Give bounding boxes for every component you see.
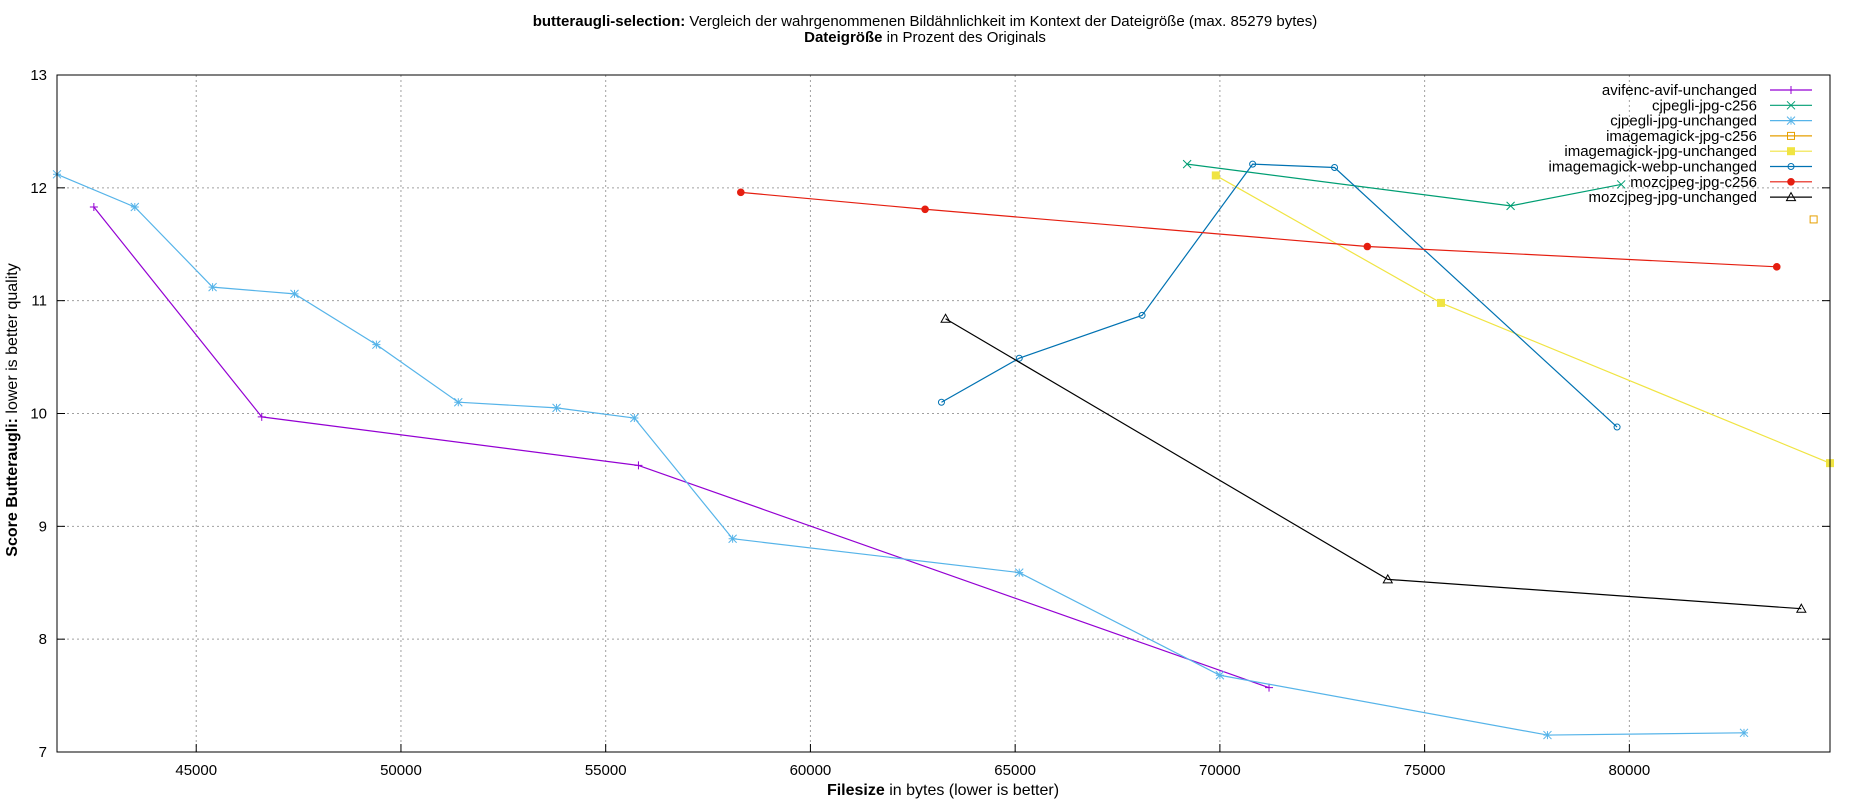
data-point <box>1215 670 1225 680</box>
data-point <box>1772 263 1781 271</box>
data-point <box>1331 164 1339 172</box>
data-point <box>208 282 217 292</box>
data-point <box>1014 568 1024 577</box>
x-tick-label: 80000 <box>1609 762 1651 779</box>
data-point <box>921 205 929 214</box>
legend-marker <box>1785 191 1797 202</box>
y-tick-label: 10 <box>30 406 47 423</box>
legend-label: mozcjpeg-jpg-c256 <box>1630 174 1757 191</box>
data-point <box>1265 683 1274 692</box>
legend-marker <box>1786 116 1796 125</box>
data-point <box>290 289 299 299</box>
data-point <box>130 202 140 212</box>
series-line <box>945 318 1802 610</box>
y-tick-label: 9 <box>39 518 47 535</box>
x-tick-label: 55000 <box>585 762 627 779</box>
data-point <box>1795 603 1807 613</box>
legend-label: avifenc-avif-unchanged <box>1602 82 1757 99</box>
x-axis-label: Filesize in bytes (lower is better) <box>827 782 1059 799</box>
chart-title: butteraugli-selection: Vergleich der wah… <box>533 13 1318 30</box>
series-avifenc-avif-unchanged <box>89 203 1274 692</box>
data-point <box>629 413 639 423</box>
x-tick-label: 75000 <box>1404 762 1446 779</box>
x-axis-label-rest: in bytes (lower is better) <box>885 782 1059 799</box>
series-group <box>52 159 1834 740</box>
data-point <box>1249 160 1257 168</box>
legend-marker <box>1787 131 1795 140</box>
data-point <box>634 461 643 470</box>
x-tick-label: 45000 <box>175 762 217 779</box>
chart-subtitle: Dateigröße in Prozent des Originals <box>804 29 1046 46</box>
chart-subtitle-rest: in Prozent des Originals <box>882 29 1045 46</box>
y-tick-label: 12 <box>30 180 47 197</box>
data-point <box>1543 730 1552 740</box>
legend: avifenc-avif-unchangedcjpegli-jpg-c256cj… <box>1549 82 1812 206</box>
series-line <box>93 206 1270 689</box>
series-line <box>941 163 1618 428</box>
legend-label: imagemagick-jpg-c256 <box>1606 128 1757 145</box>
x-tick-label: 50000 <box>380 762 422 779</box>
data-point <box>1182 159 1192 169</box>
data-point <box>552 403 561 413</box>
data-point <box>1613 423 1621 431</box>
data-point <box>1015 354 1023 362</box>
data-point <box>1616 180 1626 189</box>
data-point <box>940 313 951 323</box>
legend-marker <box>1787 163 1795 170</box>
legend-marker <box>1787 147 1795 156</box>
y-axis-label-bold: Score Butteraugli: <box>4 418 21 557</box>
data-point <box>89 203 98 212</box>
series-line <box>1215 174 1831 464</box>
x-tick-label: 65000 <box>994 762 1036 779</box>
data-point <box>257 412 266 421</box>
legend-marker <box>1786 100 1796 110</box>
series-imagemagick-jpg-c256 <box>1809 215 1818 224</box>
x-tick-label: 60000 <box>790 762 832 779</box>
legend-label: cjpegli-jpg-unchanged <box>1610 113 1757 130</box>
legend-label: imagemagick-jpg-unchanged <box>1564 143 1757 160</box>
chart-title-bold: butteraugli-selection: <box>533 13 686 30</box>
legend-marker <box>1787 178 1795 186</box>
legend-label: mozcjpeg-jpg-unchanged <box>1589 189 1757 206</box>
y-tick-label: 7 <box>39 744 47 761</box>
data-point <box>1437 298 1446 307</box>
series-imagemagick-jpg-unchanged <box>1211 171 1834 468</box>
data-point <box>1506 201 1515 211</box>
x-axis-ticks: 45000 50000 55000 60000 65000 70000 75000 80000 <box>175 744 1650 779</box>
series-mozcjpeg-jpg-unchanged <box>940 313 1807 613</box>
y-tick-label: 13 <box>30 67 47 84</box>
data-point <box>1739 728 1749 738</box>
legend-label: cjpegli-jpg-c256 <box>1652 97 1757 114</box>
data-point <box>1382 573 1394 584</box>
y-axis-label-rest: lower is better quality <box>4 263 21 418</box>
series-mozcjpeg-jpg-c256 <box>737 188 1781 271</box>
chart-title-rest: Vergleich der wahrgenommenen Bildähnlich… <box>685 13 1317 30</box>
series-line <box>56 173 1745 736</box>
data-point <box>1138 311 1146 319</box>
data-point <box>737 188 745 197</box>
grid-lines <box>57 75 1830 752</box>
legend-label: imagemagick-webp-unchanged <box>1549 159 1757 176</box>
series-imagemagick-webp-unchanged <box>937 160 1621 431</box>
series-line <box>740 191 1777 268</box>
x-axis-label-bold: Filesize <box>827 782 885 799</box>
y-tick-label: 11 <box>31 293 47 310</box>
chart-subtitle-bold: Dateigröße <box>804 29 882 46</box>
data-point <box>453 397 463 407</box>
series-cjpegli-jpg-c256 <box>1182 159 1626 211</box>
legend-marker <box>1787 86 1795 94</box>
data-point <box>1363 242 1372 251</box>
data-point <box>937 398 945 406</box>
data-point <box>1809 215 1818 224</box>
data-point <box>1211 171 1220 180</box>
plot-border <box>56 74 1831 753</box>
y-tick-label: 8 <box>39 631 47 648</box>
data-point <box>728 534 737 544</box>
y-axis-label: Score Butteraugli: lower is better quali… <box>4 263 21 556</box>
data-point <box>372 340 381 350</box>
series-cjpegli-jpg-unchanged <box>52 169 1749 740</box>
x-tick-label: 70000 <box>1199 762 1241 779</box>
